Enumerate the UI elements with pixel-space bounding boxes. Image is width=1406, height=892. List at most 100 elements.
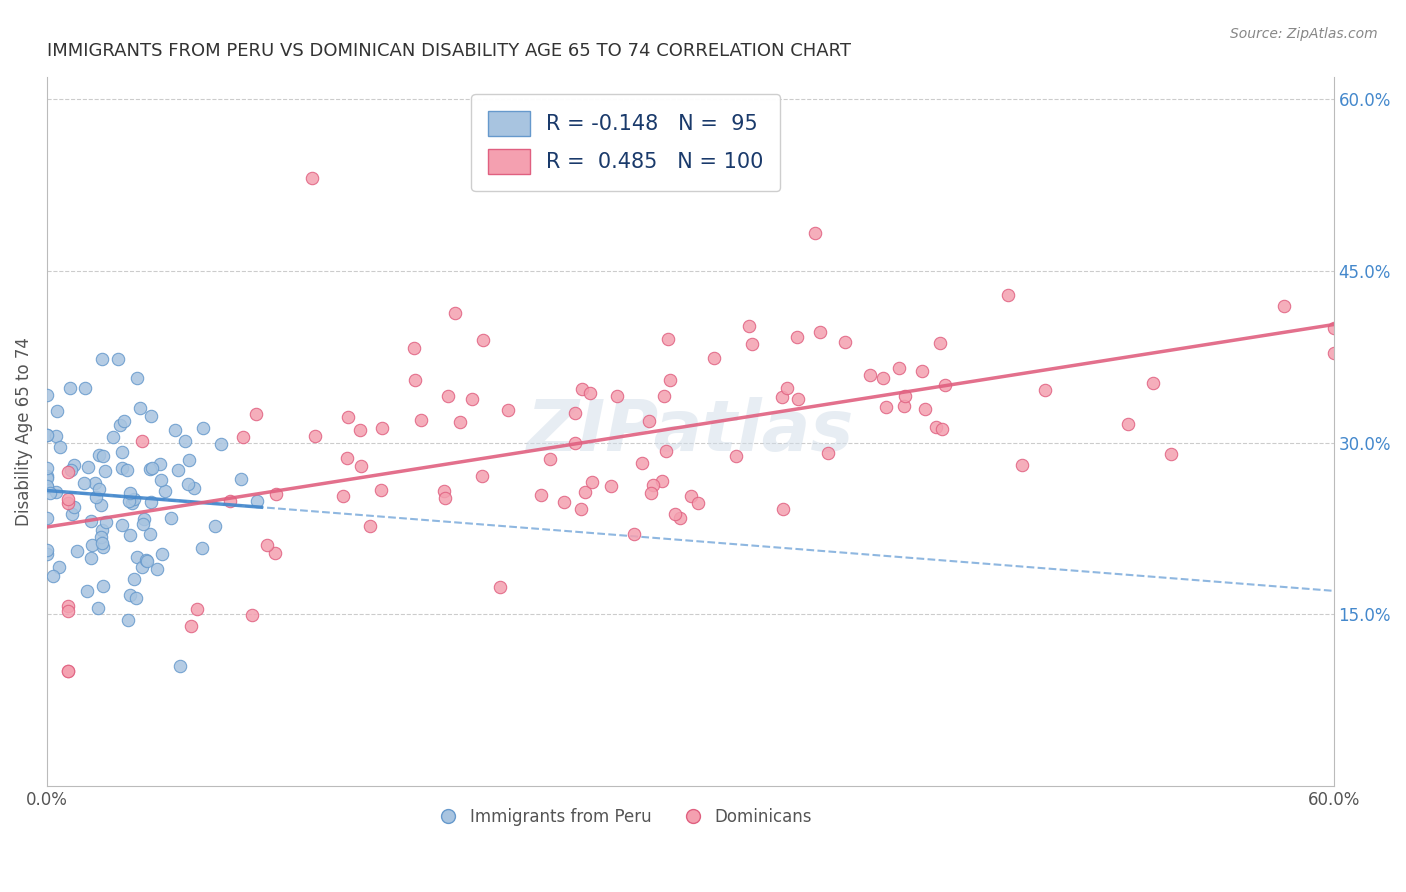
Point bbox=[58, 599, 80, 613]
Point bbox=[35, 547, 58, 561]
Point bbox=[82, 538, 104, 552]
Point bbox=[58, 665, 80, 679]
Point bbox=[91, 351, 114, 366]
Point bbox=[117, 613, 139, 627]
Point bbox=[131, 434, 153, 448]
Point bbox=[564, 435, 586, 450]
Point bbox=[219, 494, 242, 508]
Point bbox=[125, 591, 148, 606]
Point bbox=[58, 491, 80, 506]
Point bbox=[129, 401, 152, 416]
Point bbox=[209, 436, 232, 450]
Point bbox=[94, 464, 117, 478]
Point bbox=[150, 547, 173, 561]
Point bbox=[997, 287, 1019, 301]
Point bbox=[174, 434, 197, 448]
Point bbox=[177, 477, 200, 491]
Point bbox=[58, 604, 80, 618]
Point bbox=[631, 456, 654, 470]
Point bbox=[89, 448, 111, 462]
Point bbox=[60, 507, 83, 521]
Point bbox=[59, 381, 82, 395]
Point bbox=[599, 479, 621, 493]
Point bbox=[127, 550, 149, 565]
Point bbox=[45, 403, 67, 417]
Point bbox=[139, 526, 162, 541]
Point bbox=[911, 364, 934, 378]
Text: ZIPatlas: ZIPatlas bbox=[527, 397, 853, 466]
Point bbox=[332, 489, 354, 503]
Point bbox=[581, 475, 603, 489]
Point bbox=[817, 446, 839, 460]
Point bbox=[35, 511, 58, 525]
Point bbox=[122, 491, 145, 506]
Point bbox=[153, 484, 176, 499]
Point bbox=[1272, 299, 1295, 313]
Point bbox=[58, 496, 80, 510]
Point bbox=[148, 457, 170, 471]
Point bbox=[139, 409, 162, 423]
Point bbox=[125, 371, 148, 385]
Point bbox=[928, 336, 950, 351]
Point bbox=[246, 493, 269, 508]
Point bbox=[167, 463, 190, 477]
Point bbox=[658, 373, 681, 387]
Point bbox=[776, 381, 799, 395]
Point bbox=[139, 495, 162, 509]
Point bbox=[804, 226, 827, 240]
Point bbox=[111, 518, 134, 533]
Point bbox=[724, 449, 747, 463]
Point bbox=[35, 480, 58, 494]
Point bbox=[434, 491, 457, 506]
Point bbox=[90, 523, 112, 537]
Point bbox=[35, 471, 58, 485]
Point bbox=[134, 512, 156, 526]
Point bbox=[180, 618, 202, 632]
Text: IMMIGRANTS FROM PERU VS DOMINICAN DISABILITY AGE 65 TO 74 CORRELATION CHART: IMMIGRANTS FROM PERU VS DOMINICAN DISABI… bbox=[46, 42, 851, 60]
Point bbox=[1011, 458, 1033, 472]
Point bbox=[204, 518, 226, 533]
Point bbox=[118, 588, 141, 602]
Point bbox=[471, 334, 494, 348]
Point bbox=[402, 341, 425, 355]
Point bbox=[48, 559, 70, 574]
Point bbox=[58, 466, 80, 480]
Point bbox=[75, 381, 97, 395]
Point bbox=[141, 460, 163, 475]
Point bbox=[450, 415, 472, 429]
Point bbox=[232, 430, 254, 444]
Point bbox=[444, 306, 467, 320]
Point bbox=[1160, 448, 1182, 462]
Point bbox=[834, 335, 856, 350]
Point bbox=[80, 550, 103, 565]
Point bbox=[770, 391, 793, 405]
Point bbox=[787, 392, 810, 406]
Point bbox=[409, 412, 432, 426]
Point bbox=[498, 402, 520, 417]
Point bbox=[471, 469, 494, 483]
Point bbox=[35, 427, 58, 442]
Point bbox=[146, 562, 169, 576]
Point bbox=[132, 516, 155, 531]
Point bbox=[349, 423, 371, 437]
Point bbox=[664, 507, 686, 521]
Point bbox=[42, 569, 65, 583]
Point bbox=[574, 485, 596, 500]
Point bbox=[370, 483, 392, 497]
Point bbox=[90, 536, 112, 550]
Point bbox=[49, 440, 72, 454]
Point bbox=[66, 544, 89, 558]
Point bbox=[35, 468, 58, 483]
Point bbox=[115, 463, 138, 477]
Point bbox=[112, 414, 135, 428]
Point bbox=[108, 417, 131, 432]
Point bbox=[256, 538, 278, 552]
Point bbox=[564, 405, 586, 419]
Point bbox=[245, 407, 267, 421]
Point bbox=[87, 600, 110, 615]
Point bbox=[111, 445, 134, 459]
Point bbox=[139, 462, 162, 476]
Point bbox=[579, 386, 602, 401]
Point bbox=[925, 419, 948, 434]
Point bbox=[135, 553, 157, 567]
